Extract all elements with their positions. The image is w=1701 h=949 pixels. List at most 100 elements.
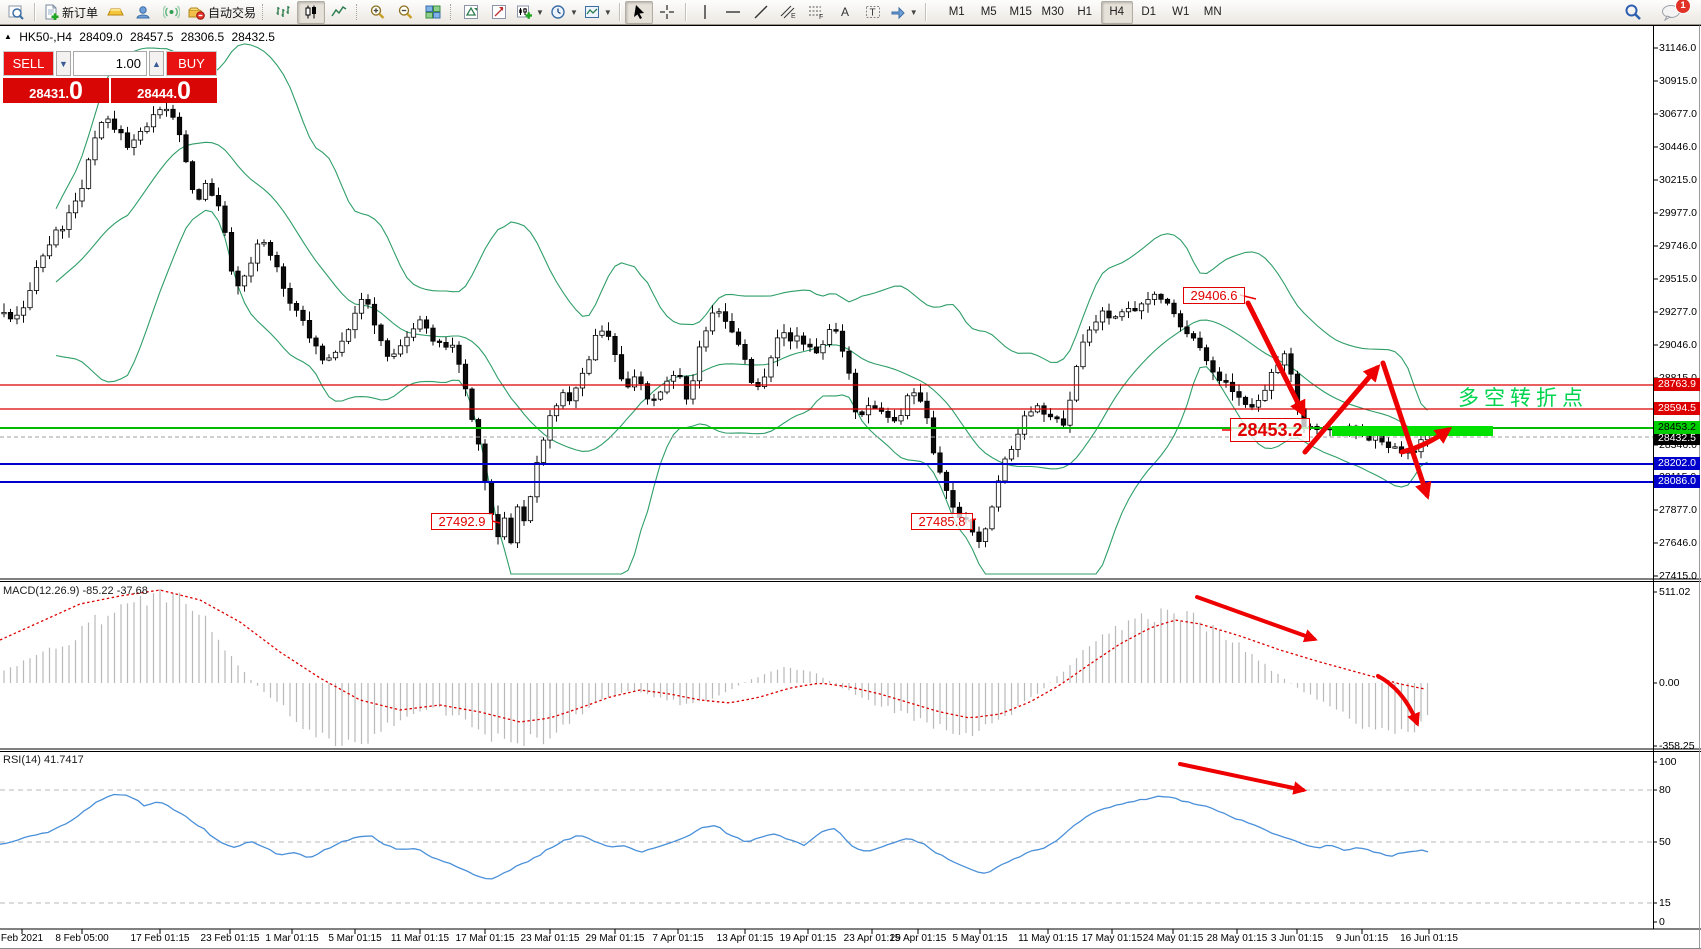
rsi-axis-tick[interactable]: 15 xyxy=(1659,897,1671,909)
chart-profile-button[interactable]: ▼ xyxy=(581,1,615,24)
gold-ingot-icon[interactable] xyxy=(101,1,129,24)
search-button[interactable] xyxy=(1619,1,1647,24)
time-axis-label[interactable]: 5 Mar 01:15 xyxy=(328,933,382,944)
time-axis-label[interactable]: 11 May 01:15 xyxy=(1018,933,1078,944)
low2-price-label[interactable]: 27485.8 xyxy=(911,513,973,530)
line-chart-button[interactable] xyxy=(325,1,353,24)
timeframe-d1-button[interactable]: D1 xyxy=(1141,6,1157,18)
time-axis-label[interactable]: 16 Jun 01:15 xyxy=(1400,933,1458,944)
time-axis-label[interactable]: 1 Mar 01:15 xyxy=(265,933,319,944)
time-axis-label[interactable]: 19 Apr 01:15 xyxy=(779,933,837,944)
time-axis-label[interactable]: 23 Mar 01:15 xyxy=(520,933,580,944)
macd-axis-tick[interactable]: 511.02 xyxy=(1659,586,1691,598)
period-clock-button[interactable]: ▼ xyxy=(547,1,581,24)
price-axis-tick[interactable]: 30215.0 xyxy=(1659,174,1697,186)
price-axis-tick[interactable]: 27646.0 xyxy=(1659,537,1697,549)
time-axis-label[interactable]: 7 Apr 01:15 xyxy=(652,933,704,944)
bar-chart-button[interactable] xyxy=(269,1,297,24)
rsi-axis-tick[interactable]: 80 xyxy=(1659,784,1671,796)
timeframe-m1-button[interactable]: M1 xyxy=(948,6,965,18)
shapes-tool[interactable]: ▼ xyxy=(887,1,921,24)
chevron-down-icon: ▼ xyxy=(909,7,918,17)
collapse-marker-icon[interactable]: ▲ xyxy=(4,32,12,41)
macd-axis-tick[interactable]: 0.00 xyxy=(1659,677,1680,689)
timeframe-h1-button[interactable]: H1 xyxy=(1077,6,1093,18)
buy-price[interactable]: 28444. 0 xyxy=(111,78,217,104)
price-axis-tick[interactable]: 30446.0 xyxy=(1659,141,1697,153)
timeframe-h4-button[interactable]: H4 xyxy=(1100,0,1133,24)
arrange-auto-button[interactable] xyxy=(457,1,485,24)
signal-broadcast-icon[interactable] xyxy=(157,1,185,24)
zoom-in-button[interactable] xyxy=(363,1,391,24)
macd-axis-tick[interactable]: -358.25 xyxy=(1659,740,1695,752)
bar-chart-icon xyxy=(276,6,290,17)
time-axis-label[interactable]: 13 Apr 01:15 xyxy=(716,933,774,944)
trendline-icon xyxy=(754,5,768,19)
new-chart-button[interactable]: ▼ xyxy=(513,1,547,24)
price-axis-tick[interactable]: 29277.0 xyxy=(1659,306,1697,318)
tile-windows-button[interactable] xyxy=(419,1,447,24)
text-label-tool[interactable]: T xyxy=(859,1,887,24)
price-axis-tick[interactable]: 27877.0 xyxy=(1659,504,1697,516)
fibonacci-tool[interactable]: F xyxy=(803,1,831,24)
time-axis-label[interactable]: 23 Apr 01:15 xyxy=(843,933,901,944)
horizontal-line-tool[interactable] xyxy=(719,1,747,24)
time-axis-label[interactable]: 11 Mar 01:15 xyxy=(390,933,450,944)
volume-input[interactable]: 1.00 xyxy=(73,51,147,76)
rsi-axis-tick[interactable]: 0 xyxy=(1659,916,1665,928)
autotrading-button[interactable]: 自动交易 xyxy=(185,1,259,24)
price-axis-tick[interactable]: 29746.0 xyxy=(1659,240,1697,252)
price-axis-tick[interactable]: 29977.0 xyxy=(1659,207,1697,219)
arrange-cascade-button[interactable] xyxy=(485,1,513,24)
candle-chart-button[interactable] xyxy=(297,0,326,24)
price-axis-tick[interactable]: 29515.0 xyxy=(1659,273,1697,285)
timeframe-m30-button[interactable]: M30 xyxy=(1041,6,1064,18)
timeframe-mn-button[interactable]: MN xyxy=(1203,6,1222,18)
timeframe-m5-button[interactable]: M5 xyxy=(980,6,997,18)
price-axis-tick[interactable]: 30677.0 xyxy=(1659,108,1697,120)
vertical-line-tool[interactable] xyxy=(691,1,719,24)
time-axis-label[interactable]: 28 May 01:15 xyxy=(1206,933,1268,944)
buy-button[interactable]: BUY xyxy=(166,51,217,76)
time-axis-label[interactable]: 17 May 01:15 xyxy=(1081,933,1143,944)
equidistant-channel-tool[interactable]: E xyxy=(775,1,803,24)
chart-magnifier-icon[interactable] xyxy=(2,1,30,24)
time-axis-label[interactable]: 29 Mar 01:15 xyxy=(585,933,645,944)
price-axis-tick[interactable]: 29046.0 xyxy=(1659,339,1697,351)
time-axis-label[interactable]: 29 Apr 01:15 xyxy=(889,933,947,944)
trader-profile-icon[interactable] xyxy=(129,1,157,24)
chevron-down-icon: ▼ xyxy=(536,7,544,17)
time-axis-label[interactable]: 8 Feb 05:00 xyxy=(55,933,109,944)
cursor-tool-button[interactable] xyxy=(624,0,653,24)
time-axis-label[interactable]: 3 Jun 01:15 xyxy=(1270,933,1324,944)
zoom-out-button[interactable] xyxy=(391,1,419,24)
volume-increase-button[interactable]: ▲ xyxy=(149,51,164,76)
time-axis-label[interactable]: 17 Mar 01:15 xyxy=(455,933,515,944)
time-axis-label[interactable]: 9 Jun 01:15 xyxy=(1335,933,1389,944)
time-axis-label[interactable]: 17 Feb 01:15 xyxy=(130,933,190,944)
timeframe-w1-button[interactable]: W1 xyxy=(1172,6,1190,18)
chat-button[interactable]: 1 xyxy=(1657,0,1691,24)
crosshair-tool-button[interactable] xyxy=(653,1,681,24)
time-axis-label[interactable]: 5 May 01:15 xyxy=(952,933,1008,944)
rsi-axis-tick[interactable]: 50 xyxy=(1659,836,1671,848)
sell-button[interactable]: SELL xyxy=(3,51,54,76)
new-order-button[interactable]: 新订单 xyxy=(40,1,101,24)
sell-price[interactable]: 28431. 0 xyxy=(3,78,109,104)
text-tool[interactable]: A xyxy=(831,1,859,24)
separator xyxy=(684,3,687,21)
turn-price-label[interactable]: 28453.2 xyxy=(1230,418,1310,442)
timeframe-m15-button[interactable]: M15 xyxy=(1009,6,1032,18)
time-axis-label[interactable]: 24 May 01:15 xyxy=(1142,933,1204,944)
rsi-axis-tick[interactable]: 100 xyxy=(1659,756,1677,768)
volume-decrease-button[interactable]: ▼ xyxy=(56,51,71,76)
price-axis-tick[interactable]: 30915.0 xyxy=(1659,75,1697,87)
low1-price-label[interactable]: 27492.9 xyxy=(431,513,493,530)
trendline-tool[interactable] xyxy=(747,1,775,24)
time-axis-label[interactable]: Feb 2021 xyxy=(0,933,44,944)
price-axis-tick[interactable]: 27415.0 xyxy=(1659,570,1697,582)
price-axis-tick[interactable]: 31146.0 xyxy=(1659,42,1697,54)
time-axis-label[interactable]: 23 Feb 01:15 xyxy=(200,933,260,944)
peak-price-label[interactable]: 29406.6 xyxy=(1183,287,1245,304)
